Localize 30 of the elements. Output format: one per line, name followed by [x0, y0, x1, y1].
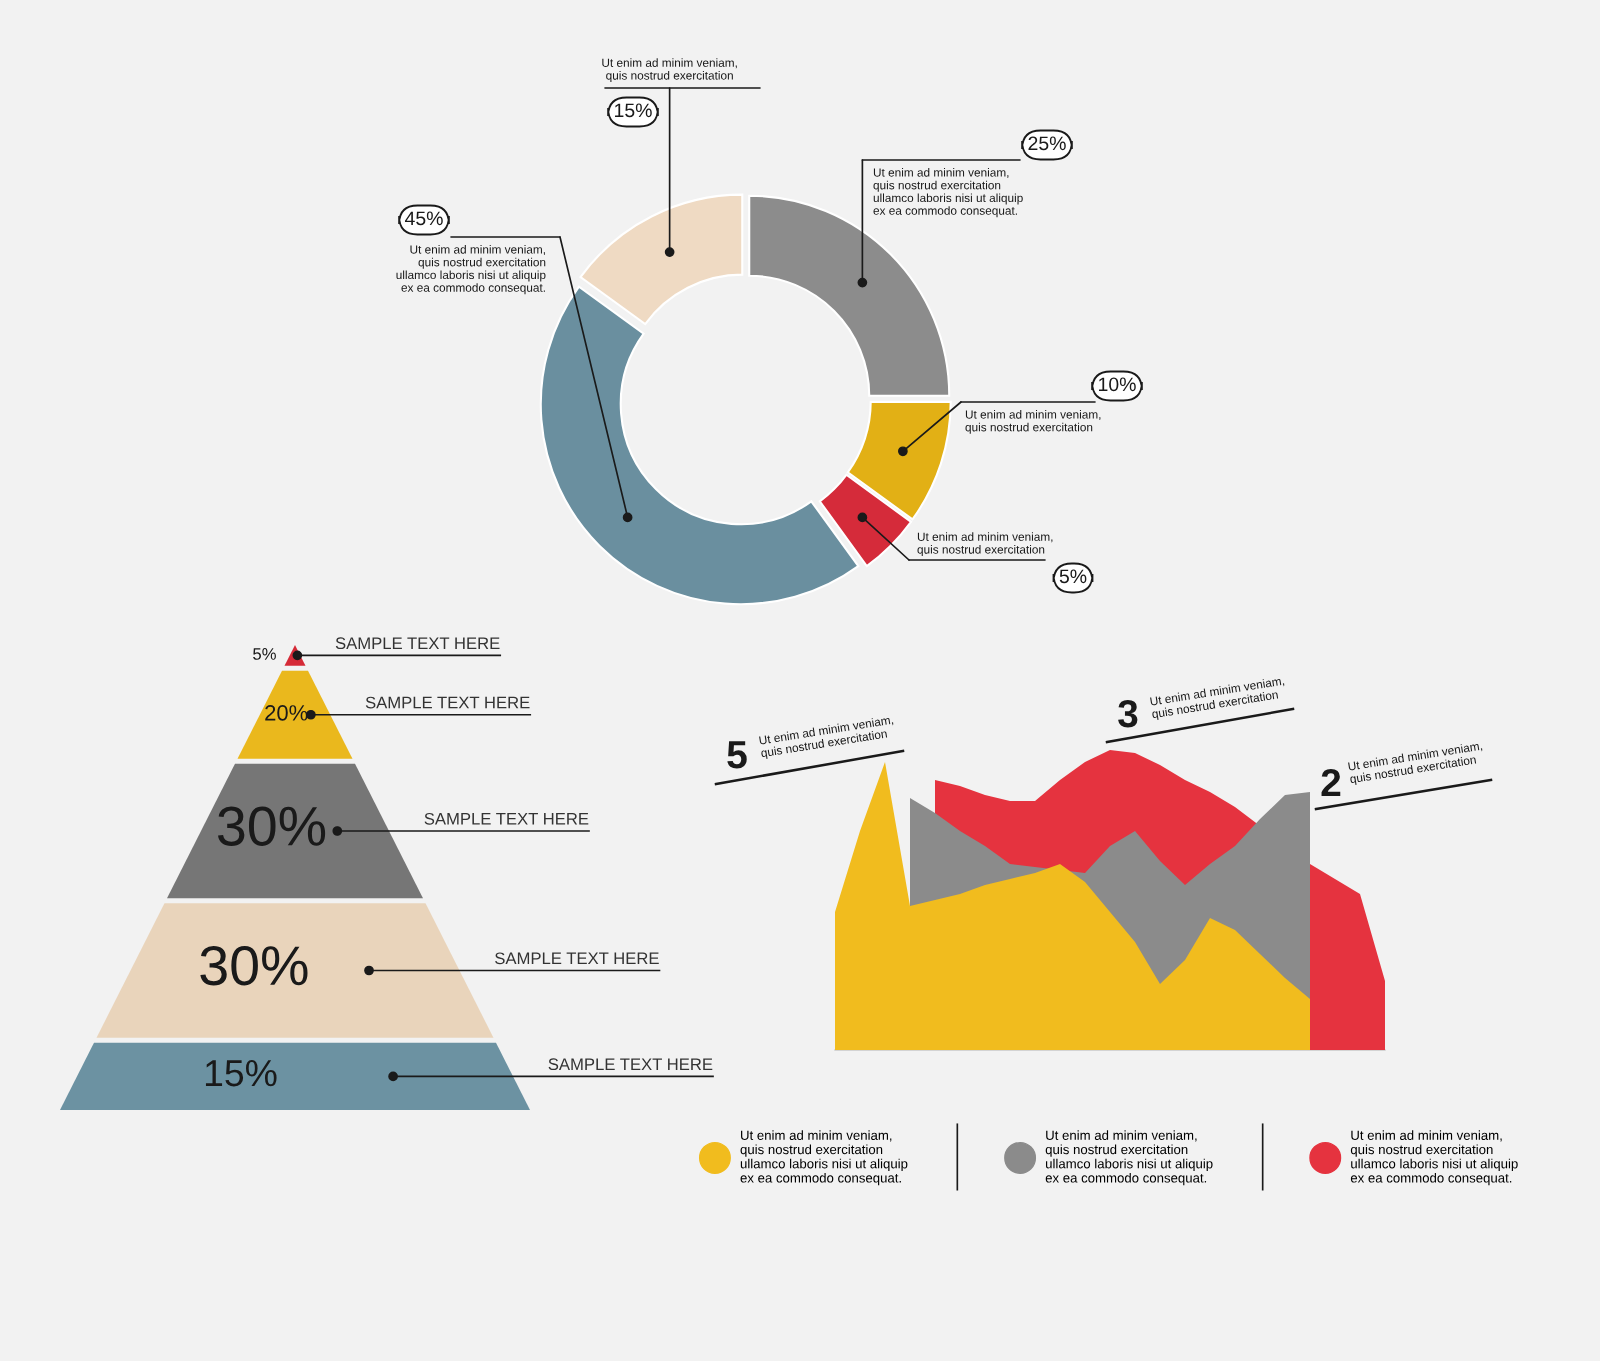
- text: 5: [727, 741, 747, 769]
- category-label: SAMPLE TEXT HERE: [335, 637, 500, 650]
- legend-label: Ut enim ad minim veniam, quis nostrud exercitation ullamco laboris nisi ut aliquip ex ea commodo consequat.: [1045, 1130, 1213, 1186]
- text: 3: [1118, 699, 1138, 728]
- slice-label: Ut enim ad minim veniam, quis nostrud exercitation ullamco laboris nisi ut aliquip ex ea commodo consequat.: [873, 168, 1023, 218]
- slice-label: Ut enim ad minim veniam, quis nostrud exercitation: [602, 58, 737, 82]
- legend-label: Ut enim ad minim veniam, quis nostrud exercitation ullamco laboris nisi ut aliquip ex ea commodo consequat.: [740, 1130, 908, 1186]
- data-label: 10%: [1099, 377, 1136, 392]
- legend-label: Ut enim ad minim veniam, quis nostrud exercitation ullamco laboris nisi ut aliquip ex ea commodo consequat.: [1350, 1130, 1518, 1186]
- annotation: 2: [1321, 768, 1341, 797]
- slice-label: Ut enim ad minim veniam, quis nostrud exercitation ullamco laboris nisi ut aliquip ex ea commodo consequat.: [396, 245, 546, 295]
- text: Ut enim ad minim veniam, quis nostrud exercitation: [1150, 676, 1285, 721]
- category-label: SAMPLE TEXT HERE: [495, 952, 659, 965]
- data-label: 5%: [253, 648, 276, 660]
- annotation: Ut enim ad minim veniam, quis nostrud exercitation: [1348, 741, 1483, 786]
- slice-label: Ut enim ad minim veniam, quis nostrud exercitation: [965, 410, 1101, 434]
- category-label: SAMPLE TEXT HERE: [548, 1058, 713, 1071]
- data-label: 45%: [404, 211, 443, 226]
- data-label: 25%: [1028, 136, 1066, 151]
- data-label: 20%: [265, 705, 308, 721]
- category-label: SAMPLE TEXT HERE: [365, 696, 530, 709]
- slice-label: Ut enim ad minim veniam, quis nostrud exercitation: [917, 532, 1053, 556]
- data-label: 15%: [205, 1060, 277, 1087]
- data-label: 30%: [218, 806, 326, 846]
- category-label: SAMPLE TEXT HERE: [424, 812, 589, 825]
- donut-slice: [579, 193, 744, 326]
- data-label: 30%: [200, 946, 308, 986]
- data-label: 5%: [1059, 569, 1087, 584]
- data-label: 15%: [615, 103, 652, 118]
- annotation: Ut enim ad minim veniam, quis nostrud exercitation: [759, 715, 894, 760]
